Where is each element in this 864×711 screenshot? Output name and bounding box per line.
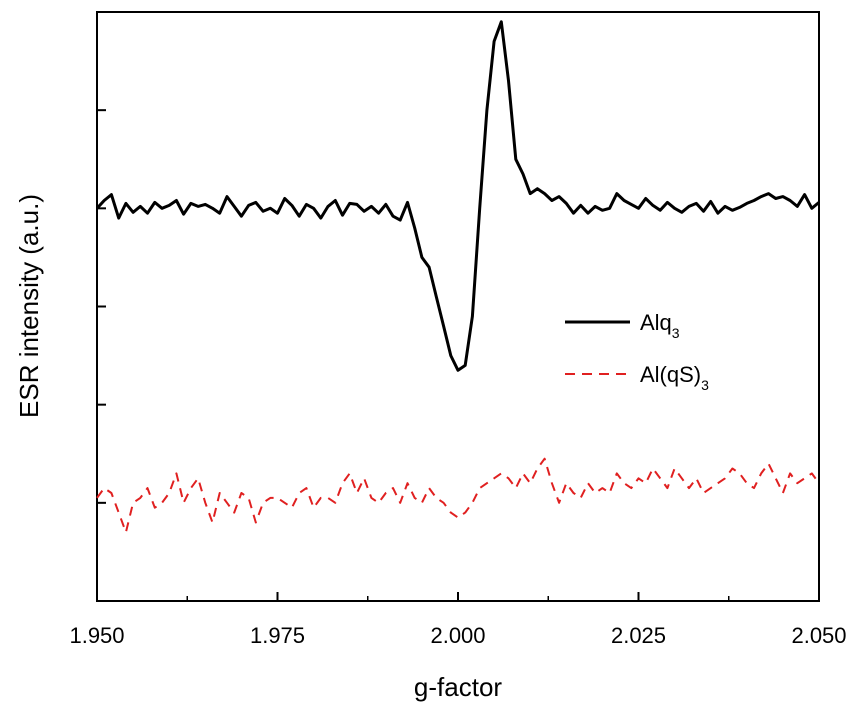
y-axis-label: ESR intensity (a.u.) bbox=[14, 194, 44, 418]
series-line-alqs3 bbox=[96, 457, 820, 534]
legend: Alq3 Al(qS)3 bbox=[565, 310, 709, 393]
legend-subscript-alq3: 3 bbox=[672, 325, 680, 341]
legend-label-alq3: Alq3 bbox=[640, 310, 680, 341]
legend-name-alq3: Alq bbox=[640, 310, 672, 335]
x-tick-label: 2.050 bbox=[791, 623, 846, 648]
series-group bbox=[95, 20, 820, 534]
x-tick-label: 1.975 bbox=[250, 623, 305, 648]
x-tick-label: 2.000 bbox=[430, 623, 485, 648]
legend-label-alqs3: Al(qS)3 bbox=[640, 362, 709, 393]
plot-frame bbox=[96, 11, 820, 602]
x-tick-label: 1.950 bbox=[69, 623, 124, 648]
y-axis-ticks bbox=[97, 109, 106, 504]
x-tick-label: 2.025 bbox=[611, 623, 666, 648]
series-line-alq3 bbox=[95, 20, 820, 372]
legend-name-alqs3: Al(qS) bbox=[640, 362, 701, 387]
x-axis-label: g-factor bbox=[414, 672, 502, 702]
legend-subscript-alqs3: 3 bbox=[701, 377, 709, 393]
x-axis-ticks: 1.950 1.975 2.000 2.025 2.050 bbox=[69, 592, 847, 648]
